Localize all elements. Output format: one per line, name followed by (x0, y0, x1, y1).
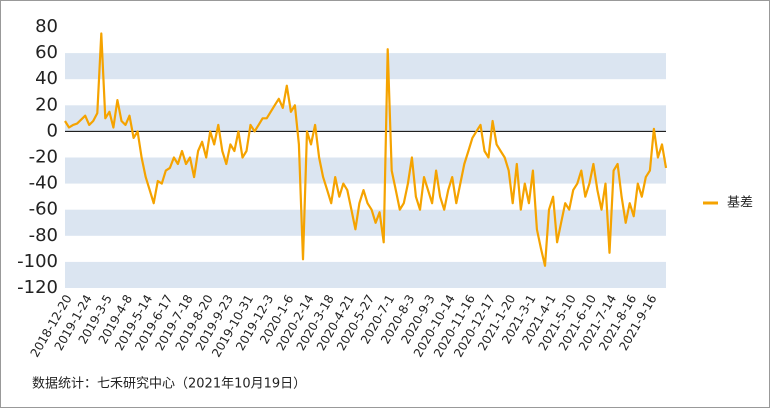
y-tick-label: 80 (35, 16, 58, 37)
grid-band (65, 157, 666, 184)
y-tick-label: -100 (17, 251, 58, 272)
y-tick-label: 60 (35, 42, 58, 63)
grid-band (65, 209, 666, 236)
legend-label: 基差 (727, 196, 753, 211)
y-tick-label: 20 (35, 94, 58, 115)
y-tick-label: -60 (29, 199, 58, 220)
grid-band (65, 261, 666, 288)
y-tick-label: -20 (29, 147, 58, 168)
y-tick-label: -40 (29, 173, 58, 194)
source-note: 数据统计：七禾研究中心（2021年10月19日） (32, 377, 306, 392)
grid-band (65, 53, 666, 80)
data-line (64, 32, 668, 267)
y-tick-label: -120 (17, 277, 58, 298)
y-tick-label: 0 (47, 120, 58, 141)
y-tick-label: -80 (29, 225, 58, 246)
grid-band (65, 105, 666, 132)
y-tick-label: 40 (35, 68, 58, 89)
